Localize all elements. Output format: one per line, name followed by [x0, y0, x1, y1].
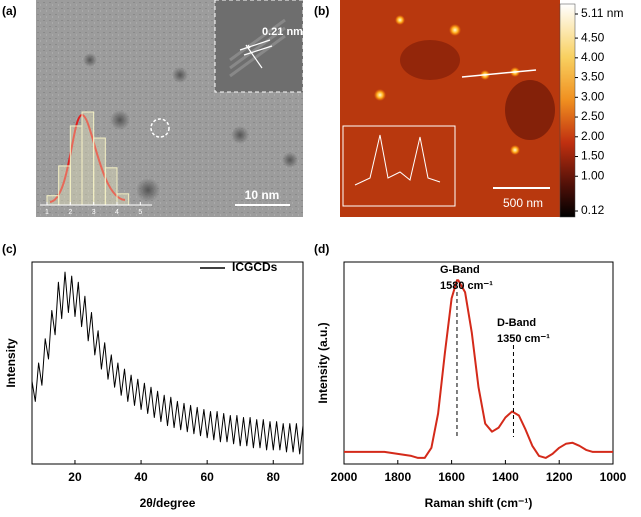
histogram-bar	[46, 195, 60, 206]
data-line	[344, 279, 613, 459]
afm-dot	[449, 24, 461, 36]
x-tick-label: 60	[200, 470, 214, 484]
colorbar-label: 3.50	[581, 70, 605, 84]
histogram-bar	[81, 111, 95, 206]
x-tick-label: 2000	[331, 470, 358, 484]
colorbar-label: 2.00	[581, 129, 605, 143]
highlight-circle	[150, 118, 170, 138]
colorbar-label: 2.50	[581, 109, 605, 123]
histogram-bar	[93, 137, 106, 206]
afm-region	[505, 80, 555, 140]
scale-bar-label: 10 nm	[245, 188, 280, 202]
colorbar-label: 4.00	[581, 50, 605, 64]
colorbar-label: 1.50	[581, 149, 605, 163]
histogram-bar	[104, 167, 118, 206]
y-axis-label: Intensity (a.u.)	[316, 322, 330, 403]
lattice-fringes	[229, 18, 286, 78]
particle	[136, 178, 160, 202]
profile-line	[461, 69, 537, 78]
legend-label: ICGCDs	[232, 260, 278, 274]
y-axis-label: Intensity	[4, 338, 18, 388]
afm-dot	[395, 15, 405, 25]
colorbar-label: 4.50	[581, 30, 605, 44]
annotation-title: D-Band	[497, 317, 536, 329]
colorbar-label: 5.11 nm	[581, 6, 623, 20]
tem-image: 0.21 nm 10 nm	[36, 0, 304, 217]
annotation-label: 1580 cm⁻¹	[440, 280, 493, 292]
lattice-label: 0.21 nm	[262, 26, 303, 38]
x-tick-label: 80	[267, 470, 281, 484]
afm-region	[400, 40, 460, 80]
particle	[172, 67, 188, 83]
annotation-title: G-Band	[440, 264, 480, 276]
x-tick-label: 5	[138, 209, 142, 216]
x-tick-label: 2	[68, 209, 72, 216]
x-tick-label: 40	[134, 470, 148, 484]
x-tick-label: 1600	[438, 470, 465, 484]
panel-label: (a)	[2, 4, 17, 18]
colorbar-label: 1.00	[581, 168, 605, 182]
histogram-bar	[69, 125, 83, 206]
panel-label: (c)	[2, 242, 17, 256]
afm-dot	[510, 145, 520, 155]
x-tick-label: 4	[115, 209, 119, 216]
afm-image: 500 nm	[340, 0, 576, 218]
particle	[83, 53, 97, 67]
x-tick-label: 1200	[546, 470, 573, 484]
lattice-marker	[239, 39, 273, 69]
particle	[282, 152, 298, 168]
x-tick-label: 1400	[492, 470, 519, 484]
x-tick-label: 3	[92, 209, 96, 216]
plot-frame	[343, 261, 614, 465]
particle	[231, 126, 249, 144]
particle	[110, 110, 130, 130]
profile-curve	[354, 134, 441, 186]
x-tick-label: 1000	[600, 470, 627, 484]
plot-frame	[31, 261, 304, 465]
x-axis-label: Raman shift (cm⁻¹)	[425, 496, 533, 510]
profile-inset	[342, 125, 456, 207]
panel-label: (b)	[314, 4, 329, 18]
colorbar	[559, 3, 576, 218]
histogram-bar	[116, 193, 130, 206]
x-tick-label: 20	[68, 470, 82, 484]
afm-dot	[374, 89, 386, 101]
panel-label: (d)	[314, 242, 329, 256]
scale-bar-label: 500 nm	[503, 196, 543, 210]
x-tick-label: 1800	[384, 470, 411, 484]
data-line	[31, 271, 304, 455]
annotation-label: 1350 cm⁻¹	[497, 333, 550, 345]
x-axis-label: 2θ/degree	[140, 496, 196, 510]
histogram-bar	[58, 165, 71, 206]
colorbar-label: 3.00	[581, 89, 605, 103]
colorbar-label: 0.12	[581, 203, 605, 217]
x-tick-label: 1	[45, 209, 49, 216]
